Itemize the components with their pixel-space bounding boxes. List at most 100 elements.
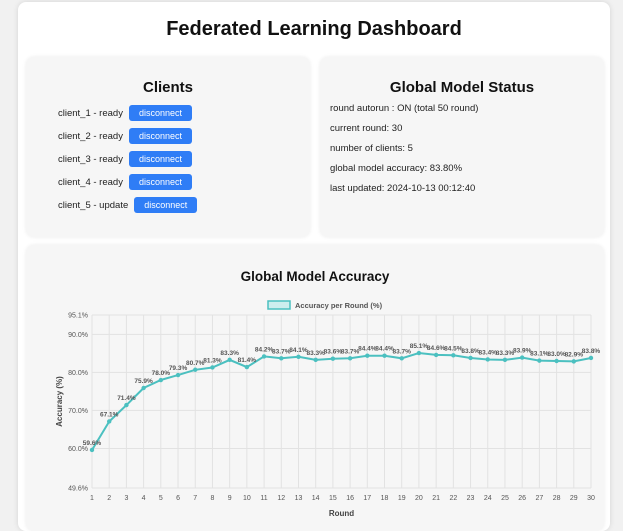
x-tick-label: 29	[570, 495, 578, 502]
client-row: client_3 - ready disconnect	[58, 151, 192, 167]
clients-title: Clients	[142, 79, 193, 96]
accuracy-chart-card: Global Model Accuracy 1 2 3 4 5 6 7 8 9 10 11 12 13 1…	[26, 245, 604, 531]
accuracy-line-chart: 1 2 3 4 5 6 7 8 9 10 11 12 13 14 15 16 17 18 19 20 21 22 23 24 2…	[55, 300, 601, 518]
data-label: 84.1%	[289, 347, 308, 354]
data-point	[468, 355, 473, 361]
data-label: 81.3%	[203, 357, 222, 364]
disconnect-button[interactable]: disconnect	[128, 105, 192, 121]
x-tick-label: 21	[432, 495, 440, 502]
x-tick-label: 6	[176, 495, 180, 502]
data-label: 83.0%	[547, 351, 566, 358]
x-tick-label: 24	[484, 495, 492, 502]
data-label: 83.4%	[479, 349, 498, 356]
x-tick-label: 2	[107, 495, 111, 502]
data-label: 84.4%	[358, 346, 377, 353]
data-point	[313, 357, 318, 363]
data-point	[158, 377, 164, 383]
data-point	[399, 356, 404, 361]
data-point	[193, 367, 198, 372]
x-tick-label: 20	[415, 495, 423, 502]
data-label: 83.8%	[461, 348, 480, 355]
client-count: number of clients: 5	[330, 143, 413, 154]
client-label: client_3 - ready	[58, 153, 123, 165]
last-updated: last updated: 2024-10-13 00:12:40	[330, 183, 476, 194]
data-label: 75.9%	[134, 378, 153, 385]
x-tick-label: 7	[193, 495, 197, 502]
client-label: client_4 - ready	[58, 176, 123, 188]
x-tick-label: 25	[501, 495, 509, 502]
y-tick-label: 60.0%	[68, 446, 88, 453]
legend-label: Accuracy per Round (%)	[295, 301, 383, 310]
global-status-card: Global Model Status round autorun : ON (…	[320, 57, 604, 237]
data-point	[502, 357, 508, 363]
data-label: 83.3%	[306, 350, 325, 357]
y-tick-label: 95.1%	[68, 313, 88, 320]
client-label: client_2 - ready	[58, 130, 123, 142]
disconnect-button[interactable]: disconnect	[128, 174, 192, 190]
data-point	[485, 357, 490, 362]
x-tick-label: 26	[518, 495, 526, 502]
data-point	[296, 354, 301, 360]
x-tick-label: 12	[277, 495, 285, 502]
data-point	[433, 352, 439, 358]
data-label: 84.4%	[375, 346, 394, 353]
data-label: 84.2%	[255, 346, 274, 353]
data-label: 84.5%	[444, 345, 463, 352]
clients-card: Clients client_1 - ready disconnect clie…	[26, 57, 310, 237]
y-tick-label: 49.6%	[68, 486, 88, 493]
data-label: 81.4%	[238, 357, 257, 364]
client-row: client_1 - ready disconnect	[58, 105, 192, 121]
data-point	[210, 365, 215, 370]
data-point	[261, 354, 267, 359]
data-label: 79.3%	[169, 365, 188, 372]
data-point	[554, 358, 559, 364]
chart-title: Global Model Accuracy	[240, 269, 390, 284]
autorun-status: round autorun : ON (total 50 round)	[330, 103, 479, 114]
x-tick-label: 5	[159, 495, 163, 502]
data-label: 83.8%	[582, 348, 601, 355]
data-point	[330, 356, 336, 361]
x-tick-label: 22	[449, 495, 457, 502]
data-point	[107, 419, 112, 424]
data-label: 83.9%	[513, 348, 532, 355]
data-label: 71.4%	[117, 395, 136, 402]
data-label: 83.3%	[220, 350, 239, 357]
data-point	[124, 402, 129, 408]
current-round: current round: 30	[330, 123, 403, 134]
disconnect-button[interactable]: disconnect	[128, 128, 192, 144]
x-tick-label: 14	[312, 495, 320, 502]
x-tick-label: 10	[243, 495, 251, 502]
data-point	[382, 353, 387, 358]
client-label: client_5 - update	[58, 199, 129, 211]
y-tick-label: 80.0%	[68, 370, 88, 377]
x-tick-label: 27	[535, 495, 543, 502]
data-point	[571, 359, 576, 364]
data-label: 59.6%	[83, 440, 102, 447]
x-tick-label: 18	[381, 495, 389, 502]
data-label: 83.7%	[341, 348, 360, 355]
client-row: client_4 - ready disconnect	[58, 174, 192, 190]
data-point	[588, 355, 594, 361]
page-title: Federated Learning Dashboard	[166, 18, 462, 40]
client-label: client_1 - ready	[58, 107, 123, 119]
data-label: 78.0%	[152, 370, 171, 377]
x-tick-label: 8	[210, 495, 214, 502]
data-point	[347, 356, 353, 361]
data-label: 84.6%	[427, 345, 446, 352]
x-tick-label: 28	[553, 495, 561, 502]
x-tick-label: 9	[228, 495, 232, 502]
x-tick-label: 13	[295, 495, 303, 502]
disconnect-button[interactable]: disconnect	[128, 151, 192, 167]
x-tick-label: 1	[90, 495, 94, 502]
data-label: 67.1%	[100, 411, 119, 418]
data-point	[451, 353, 456, 358]
data-label: 83.7%	[272, 348, 291, 355]
accuracy-series-line	[91, 351, 592, 451]
x-tick-label: 23	[467, 495, 475, 502]
y-axis-title: Accuracy (%)	[55, 376, 64, 427]
disconnect-button[interactable]: disconnect	[134, 197, 198, 213]
x-tick-label: 11	[260, 495, 267, 502]
x-tick-label: 16	[346, 495, 354, 502]
data-label: 83.3%	[496, 350, 515, 357]
x-tick-label: 15	[329, 495, 337, 502]
